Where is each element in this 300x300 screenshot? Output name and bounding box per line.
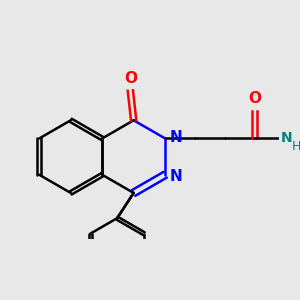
Text: N: N [170, 169, 182, 184]
Text: N: N [170, 130, 182, 145]
Text: O: O [248, 91, 261, 106]
Text: O: O [124, 71, 137, 86]
Text: N: N [281, 131, 292, 146]
Text: H: H [291, 140, 300, 153]
